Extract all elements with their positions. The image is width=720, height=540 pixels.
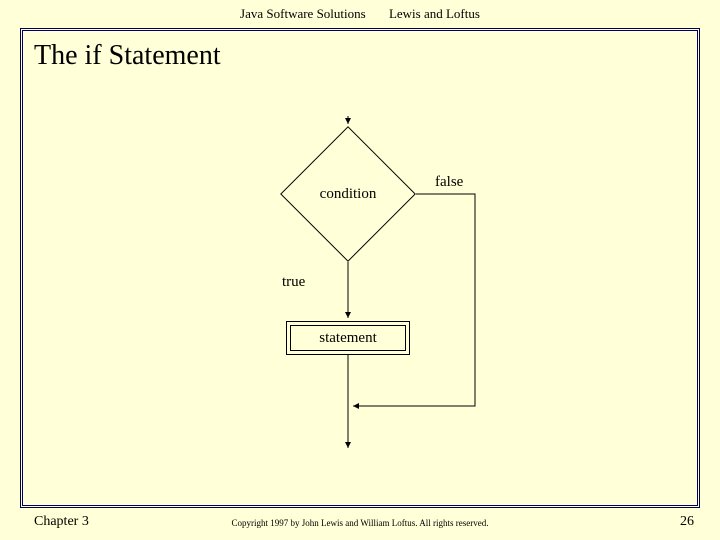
false-label: false bbox=[435, 174, 463, 191]
header-top: Java Software Solutions Lewis and Loftus bbox=[0, 6, 720, 22]
footer-page: 26 bbox=[680, 514, 694, 530]
true-label: true bbox=[282, 274, 305, 291]
flowchart: condition false true statement bbox=[260, 116, 520, 476]
footer-copyright: Copyright 1997 by John Lewis and William… bbox=[0, 518, 720, 528]
slide-title: The if Statement bbox=[34, 40, 221, 72]
header-right: Lewis and Loftus bbox=[389, 6, 480, 21]
statement-node: statement bbox=[290, 325, 406, 351]
header-left: Java Software Solutions bbox=[240, 6, 366, 21]
condition-label: condition bbox=[300, 146, 396, 242]
